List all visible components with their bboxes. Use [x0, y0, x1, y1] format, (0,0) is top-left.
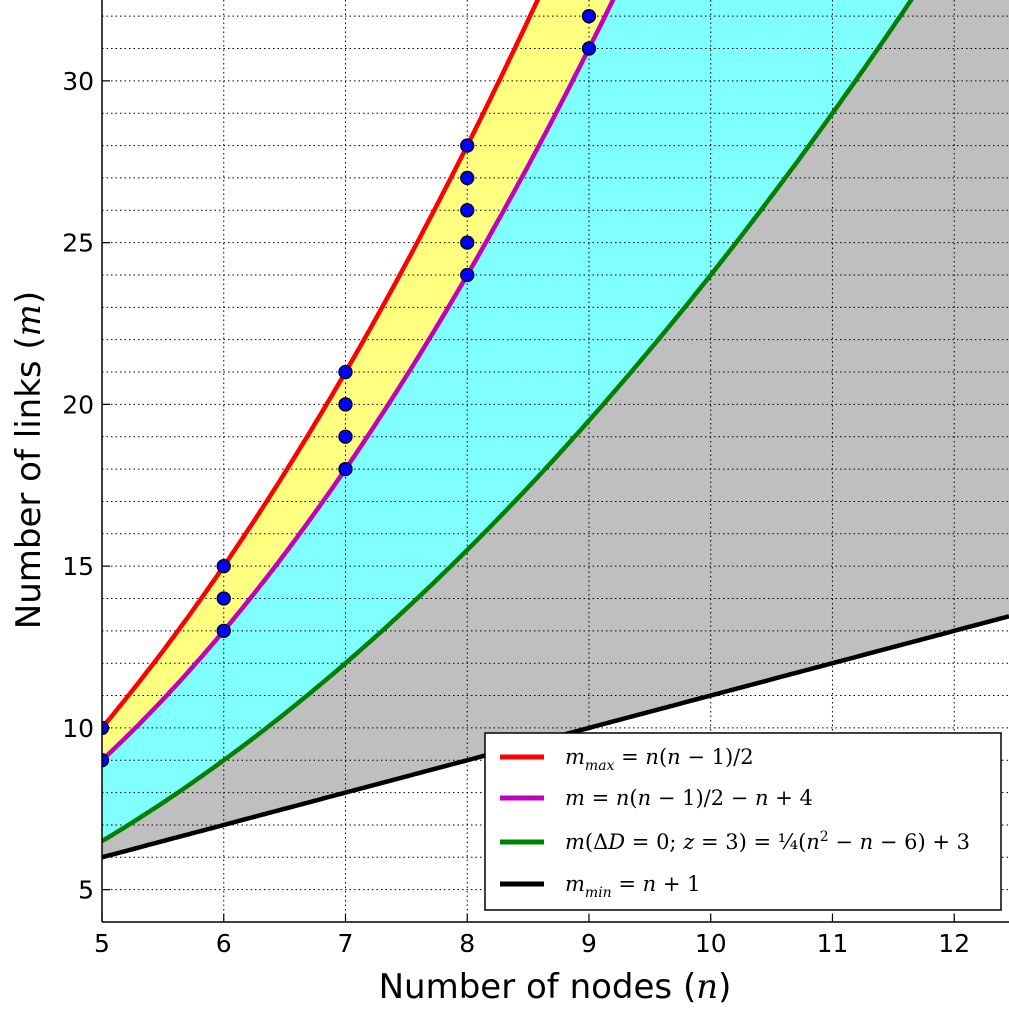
- y-tick-label: 5: [78, 876, 94, 905]
- y-axis-title-close: ): [9, 291, 49, 304]
- series-line-2: [102, 0, 616, 762]
- data-point: [338, 429, 353, 444]
- x-axis-title: Number of nodes (n): [379, 967, 732, 1007]
- tick-labels: 5 6 7 8 9 10 11 12 5 10 15 20 25 30: [62, 67, 970, 958]
- y-tick-label: 10: [62, 714, 94, 743]
- x-tick-label: 9: [581, 929, 597, 958]
- data-point: [460, 138, 475, 153]
- x-tick-label: 7: [338, 929, 354, 958]
- y-tick-label: 25: [62, 229, 94, 258]
- data-point: [460, 203, 475, 218]
- x-axis-title-close: ): [718, 967, 731, 1007]
- legend-label-m: m = n(n − 1)/2 − n + 4: [565, 786, 813, 810]
- series-line-3: [102, 0, 914, 844]
- data-point: [338, 397, 353, 412]
- fill-region-1: [102, 0, 614, 761]
- legend-label-m-delta: m(ΔD = 0; z = 3) = ¼(n2 − n − 6) + 3: [565, 829, 970, 854]
- y-axis-title-text: Number of links (: [9, 336, 49, 629]
- series-line-1: [102, 0, 541, 730]
- data-point: [581, 41, 597, 56]
- legend-label-m-max: mmax = n(n − 1)/2: [565, 745, 754, 774]
- x-tick-label: 10: [695, 929, 727, 958]
- x-tick-label: 8: [459, 929, 475, 958]
- data-point: [338, 364, 353, 380]
- data-point: [460, 267, 475, 283]
- fill-region-3: [102, 0, 1009, 858]
- legend-label-m-min: mmin = n + 1: [565, 872, 701, 901]
- y-tick-label: 30: [62, 67, 94, 96]
- data-point: [338, 461, 353, 477]
- y-tick-label: 15: [62, 552, 94, 581]
- data-point: [581, 9, 597, 24]
- data-point: [216, 623, 231, 638]
- fill-region-2: [102, 0, 912, 842]
- data-point: [460, 170, 475, 186]
- x-axis-title-text: Number of nodes (: [379, 967, 697, 1007]
- x-tick-label: 12: [938, 929, 970, 958]
- data-point: [102, 753, 110, 768]
- fill-regions: [102, 0, 1009, 858]
- legend-box: [484, 732, 1002, 911]
- grid-lines: [102, 0, 1009, 922]
- x-tick-label: 6: [216, 929, 232, 958]
- data-point: [216, 558, 231, 574]
- axes: [101, 0, 1009, 923]
- x-tick-label: 5: [94, 929, 110, 958]
- y-axis-title: Number of links (m): [9, 291, 49, 629]
- y-tick-label: 20: [62, 390, 94, 419]
- data-points: [102, 9, 597, 768]
- x-axis-title-var: n: [696, 967, 718, 1007]
- legend: mmax = n(n − 1)/2 m = n(n − 1)/2 − n + 4…: [484, 732, 1002, 911]
- y-axis-title-var: m: [9, 304, 49, 336]
- x-tick-label: 11: [817, 929, 849, 958]
- data-point: [460, 235, 475, 250]
- data-point: [216, 591, 231, 606]
